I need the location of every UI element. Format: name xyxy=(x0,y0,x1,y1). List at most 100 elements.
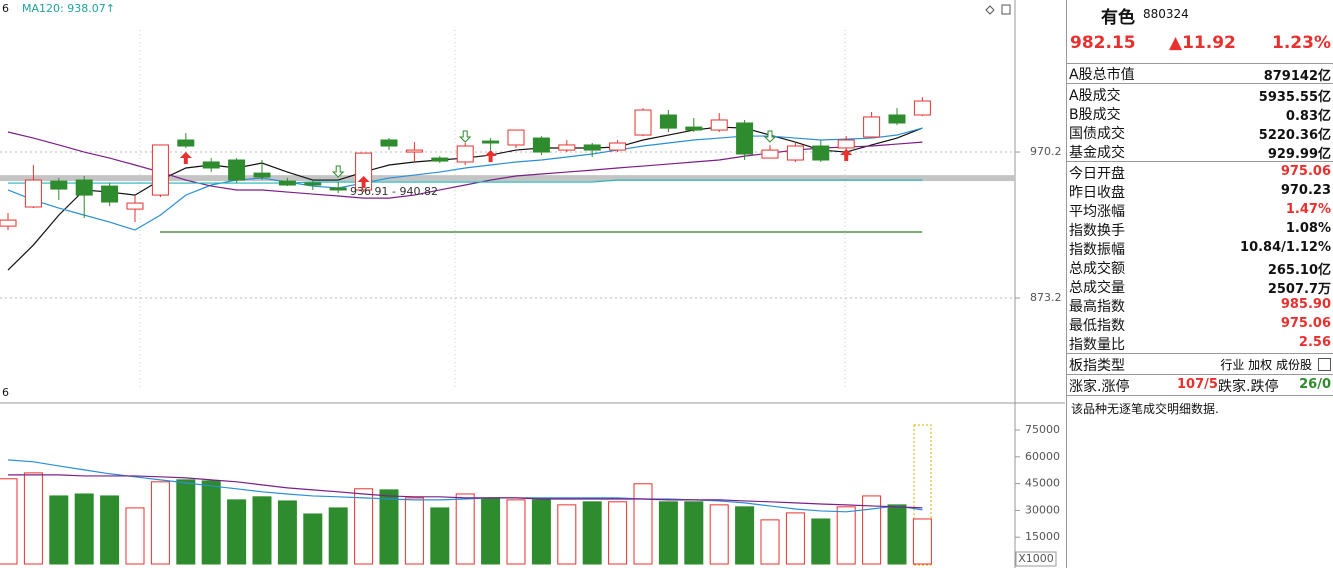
row-value: 975.06 xyxy=(1280,164,1331,179)
volume-bar xyxy=(303,513,323,565)
candle-body xyxy=(786,145,804,161)
index-code: 880324 xyxy=(1143,7,1189,21)
row-value: 26/0 xyxy=(1299,377,1331,392)
candle-body xyxy=(736,122,754,155)
candle-body xyxy=(0,219,17,227)
row-value: 0.83亿 xyxy=(1285,109,1331,124)
row-value: 5935.55亿 xyxy=(1258,90,1331,105)
icon[interactable] xyxy=(985,5,995,15)
y-tick-label: 45000 xyxy=(1025,477,1060,490)
volume-bar xyxy=(455,493,475,565)
volume-bar xyxy=(354,488,374,565)
volume-bar xyxy=(608,501,628,565)
candle-body xyxy=(761,149,779,159)
volume-bar xyxy=(227,499,247,565)
candle-body xyxy=(507,129,525,146)
volume-bar xyxy=(912,518,932,565)
row-value: 985.90 xyxy=(1280,297,1331,312)
row-label: 指数振幅 xyxy=(1069,242,1125,258)
candle-body xyxy=(278,180,296,186)
y-tick-label: 75000 xyxy=(1025,423,1060,436)
index-name: 有色 xyxy=(1101,8,1135,28)
volume-bar xyxy=(430,507,450,565)
row-label: 涨家.涨停 xyxy=(1069,379,1130,395)
separator xyxy=(1067,374,1333,375)
signal-down xyxy=(458,130,472,143)
volume-bar xyxy=(557,504,577,565)
price: 982.15 xyxy=(1070,33,1136,53)
row-label: 跌家.跌停 xyxy=(1218,379,1279,395)
row-value: 1.08% xyxy=(1285,221,1331,236)
signal-down xyxy=(763,130,777,143)
volume-bar xyxy=(633,483,653,565)
y-tick-label: 30000 xyxy=(1025,503,1060,516)
icon[interactable] xyxy=(1001,4,1011,15)
candle-body xyxy=(101,185,119,203)
row-label: 板指类型 xyxy=(1069,358,1125,374)
row-label: 国债成交 xyxy=(1069,126,1125,142)
signal-up xyxy=(484,150,497,162)
note: 该品种无逐笔成交明细数据. xyxy=(1071,402,1219,416)
volume-bar xyxy=(811,518,831,565)
volume-bar xyxy=(0,478,18,565)
row-value: 5220.36亿 xyxy=(1258,128,1331,143)
row-label: A股总市值 xyxy=(1069,67,1135,83)
y-tick-label: 873.2 xyxy=(1030,291,1062,304)
ma-label: MA120: 938.07↑ xyxy=(22,2,115,15)
row-label: 指数换手 xyxy=(1069,223,1125,239)
row-value: 879142亿 xyxy=(1263,69,1331,84)
volume-bar xyxy=(531,499,551,565)
volume-bar xyxy=(201,480,221,565)
volume-bar xyxy=(125,507,145,565)
candle-body xyxy=(202,161,220,169)
candle-body xyxy=(431,157,449,162)
volume-bar xyxy=(252,496,272,565)
change-pct: 1.23% xyxy=(1272,33,1331,53)
separator xyxy=(1067,395,1333,396)
volume-bar xyxy=(150,481,170,565)
row-label: 昨日收盘 xyxy=(1069,185,1125,201)
candle-body xyxy=(659,114,677,129)
candle-body xyxy=(837,139,855,149)
candle-body xyxy=(177,139,195,147)
volume-bar xyxy=(277,500,297,565)
candle-body xyxy=(304,182,322,186)
candle-body xyxy=(75,179,93,196)
candle-body xyxy=(151,144,169,196)
candle-body xyxy=(812,145,830,161)
volume-bar xyxy=(760,519,780,565)
candle-body xyxy=(710,119,728,131)
candle-body xyxy=(24,179,42,208)
row-label: B股成交 xyxy=(1069,107,1121,123)
volume-bar xyxy=(176,479,196,565)
candle-body xyxy=(456,145,474,163)
candle-body xyxy=(685,126,703,131)
volume-bar xyxy=(49,495,69,565)
tag: 6 xyxy=(2,2,9,15)
signal-up xyxy=(179,152,192,164)
volume-bar xyxy=(582,501,602,565)
unit-box xyxy=(1015,551,1057,567)
volume-bar xyxy=(23,472,43,565)
candle-body xyxy=(228,159,246,181)
y-tick-label: 970.2 xyxy=(1030,145,1062,158)
icon xyxy=(1318,358,1331,371)
candle-body xyxy=(532,137,550,153)
volume-bar xyxy=(709,504,729,565)
separator xyxy=(1067,353,1333,354)
candle-body xyxy=(482,140,500,144)
row-value: 10.84/1.12% xyxy=(1240,240,1331,255)
volume-bar xyxy=(379,489,399,565)
volume-bar xyxy=(735,506,755,565)
signal-down xyxy=(331,165,345,178)
candle-body xyxy=(253,172,271,178)
volume-bar xyxy=(74,493,94,565)
row-value: 970.23 xyxy=(1280,183,1331,198)
candle-body xyxy=(913,100,931,116)
unit-label: X1000 xyxy=(1018,552,1054,565)
quote-panel: 有色 880324 982.15 ▲11.92 1.23% A股总市值 879142亿 A股成… xyxy=(1066,0,1333,568)
annotation: 936.91 - 940.82 xyxy=(350,185,438,198)
candle-body xyxy=(888,114,906,124)
row-label: 最低指数 xyxy=(1069,318,1125,334)
